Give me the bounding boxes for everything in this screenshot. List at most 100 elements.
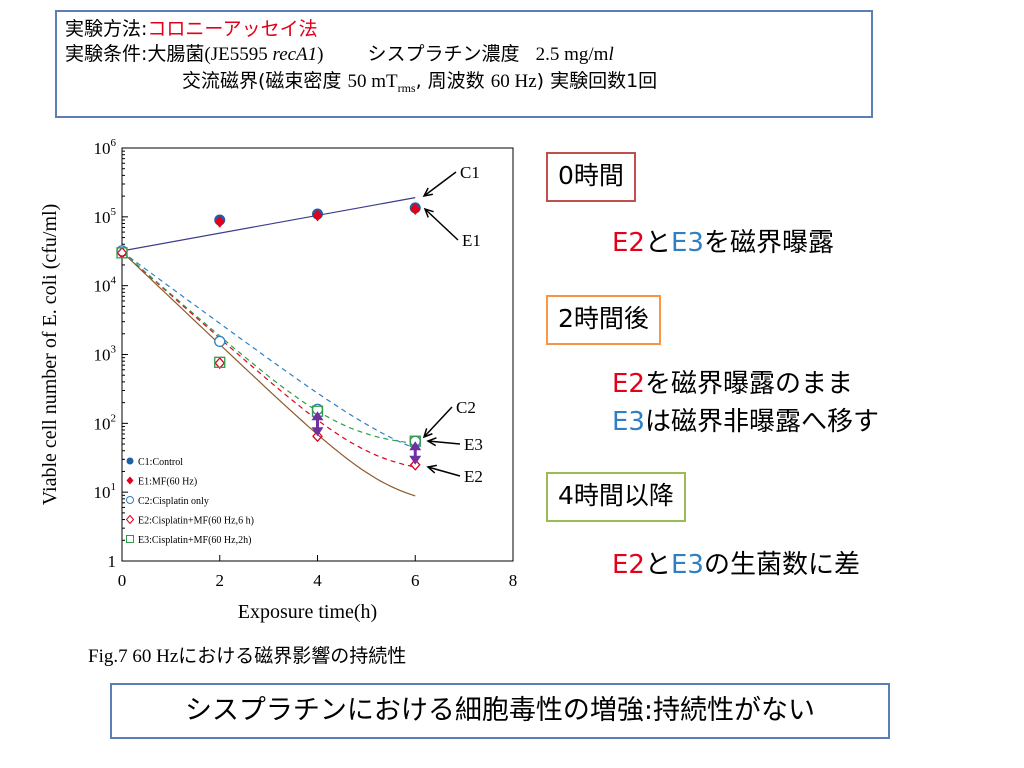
note-e3-move: E3は磁界非曝露へ移す [612,406,879,438]
strain-close: ) [317,44,324,65]
chart-curves [121,197,416,497]
cisplatin-conc-unit: l [608,44,614,65]
note-rest: を磁界曝露 [703,228,834,258]
e3-fit-curve [121,251,416,444]
data-point [312,430,323,443]
stage-0h-label: 0時間 [558,161,624,190]
note-rest: の生菌数に差 [703,550,860,580]
data-point [410,202,421,215]
e2-solid-fit [121,251,416,497]
condition-label: 実験条件: [65,43,148,65]
note-e3: E3 [671,228,704,258]
annotation-c1-arrow [423,171,457,197]
e2-fit-curve [121,251,416,468]
annotation-e3-arrowhead [426,437,437,447]
note-and: と [644,550,671,580]
chart-annotations: C1 E1 C2 E3 E2 [311,163,483,486]
legend-marker [126,476,134,485]
note-e2-keep: E2を磁界曝露のまま [612,368,853,400]
annotation-c2-arrowhead [422,428,433,439]
annotation-e1-arrow [424,208,459,241]
difference-arrowhead [409,441,422,451]
note-rest: を磁界曝露のまま [644,369,853,399]
difference-arrowhead [311,411,324,421]
legend-label: E3:Cisplatin+MF(60 Hz,2h) [138,535,251,546]
stage-2h-label: 2時間後 [558,304,649,333]
legend-marker [126,457,134,465]
note-rest: は磁界非曝露へ移す [644,407,879,437]
method-row: 実験方法:コロニーアッセイ法 [65,17,318,41]
field-freq: 60 Hz [490,71,537,92]
annotation-e1: E1 [462,231,481,250]
y-tick-label: 102 [94,412,117,433]
annotation-c2: C2 [456,398,476,417]
strain-gene-text: recA1 [272,44,318,65]
annotation-c1: C1 [460,163,480,182]
legend-marker [125,514,135,525]
field-density: 50 mT [347,71,398,92]
condition-row-1: 実験条件:大腸菌(JE5595 recA1) シスプラチン濃度 2.5 mg/m… [65,42,614,67]
data-point [214,356,226,368]
c2-fit-curve [121,251,416,450]
x-tick-label: 0 [118,571,127,590]
annotation-c2-arrow [423,406,453,438]
figure-caption-text: Fig.7 60 Hzにおける磁界影響の持続性 [88,646,407,667]
chart-legend: C1:Control E1:MF(60 Hz) C2:Cisplatin only E… [125,457,254,546]
viability-chart: 1 101 102 103 104 105 106 0 2 4 6 8 Exposure time(h)… [39,137,517,623]
data-point [214,357,226,370]
difference-arrowhead [311,427,324,437]
stage-4h-label: 4時間以降 [558,481,674,510]
data-point [312,209,323,222]
note-difference: E2とE3の生菌数に差 [612,549,860,581]
y-tick-label: 103 [94,344,117,365]
strain-text: (JE5595 [204,44,273,65]
y-axis-label: Viable cell number of E. coli (cfu/ml) [39,204,61,505]
annotation-e3: E3 [464,435,483,454]
annotation-e2: E2 [464,467,483,486]
legend-label: C1:Control [138,457,183,468]
field-label: 交流磁界(磁束密度 [182,70,348,92]
method-value: コロニーアッセイ法 [147,18,318,40]
legend-marker [126,496,134,504]
data-point [214,335,226,348]
x-axis-label: Exposure time(h) [238,601,377,623]
x-tick-label: 8 [509,571,518,590]
field-freq-label: , 周波数 [415,70,491,92]
annotation-e1-arrowhead [423,207,434,218]
conclusion-box: シスプラチンにおける細胞毒性の増強:持続性がない [110,683,890,739]
field-rms: rms [397,80,416,95]
x-tick-label: 4 [313,571,322,590]
difference-arrowhead [409,455,422,465]
x-tick-label: 2 [216,571,225,590]
chart-axes: 1 101 102 103 104 105 106 0 2 4 6 8 Exposure time(h)… [39,137,517,623]
note-e2: E2 [612,228,645,258]
note-and: と [644,228,671,258]
y-tick-label: 1 [108,552,117,571]
note-e2: E2 [612,550,645,580]
data-point [116,247,128,259]
bacteria-text: 大腸菌 [147,43,205,65]
figure-caption: Fig.7 60 Hzにおける磁界影響の持続性 [88,641,406,668]
y-tick-label: 101 [94,481,117,502]
note-e3: E3 [671,550,704,580]
annotation-e2-arrowhead [426,464,437,474]
legend-label: C2:Cisplatin only [138,496,209,507]
y-tick-label: 105 [94,206,117,227]
data-point [214,215,225,228]
stage-4h: 4時間以降 [546,472,686,522]
x-tick-label: 6 [411,571,420,590]
y-tick-label: 106 [94,137,117,158]
legend-label: E2:Cisplatin+MF(60 Hz,6 h) [138,516,254,527]
note-exposure: E2とE3を磁界曝露 [612,227,834,259]
annotation-c1-arrowhead [422,187,433,198]
note-e3: E3 [612,407,645,437]
data-point [409,458,421,471]
experiment-info-box: 実験方法:コロニーアッセイ法 実験条件:大腸菌(JE5595 recA1) シス… [55,10,873,118]
y-tick-label: 104 [94,275,117,296]
conclusion-text: シスプラチンにおける細胞毒性の増強:持続性がない [184,695,816,726]
legend-marker [126,535,134,543]
cisplatin-conc: 2.5 mg/m [535,44,609,65]
annotation-e2-arrow [427,466,461,477]
cisplatin-label: シスプラチン濃度 [367,43,520,65]
control-fit-line [121,197,416,252]
